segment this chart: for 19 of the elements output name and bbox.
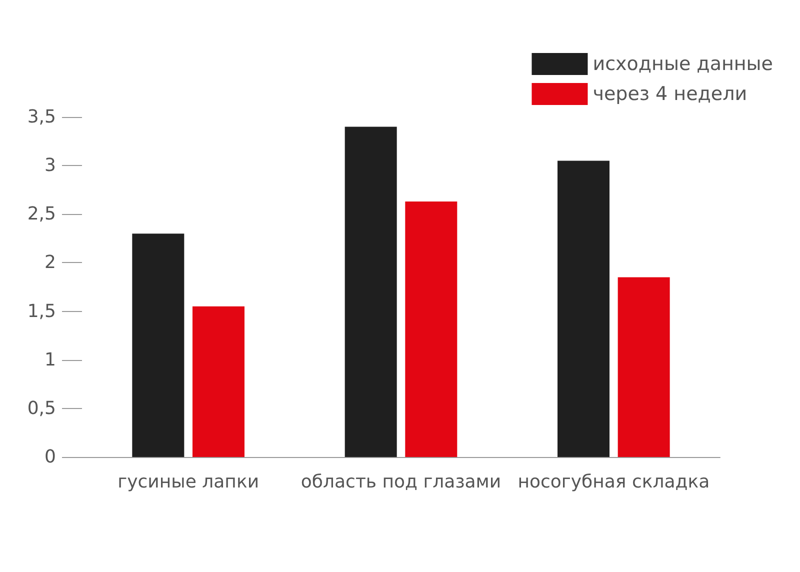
bar <box>344 126 397 457</box>
bar <box>132 234 184 457</box>
y-tick-label: 3 <box>44 155 56 176</box>
y-tick-label: 1,5 <box>27 300 56 322</box>
y-tick-label: 1 <box>44 349 56 370</box>
y-tick-label: 2,5 <box>27 204 56 225</box>
x-tick-label: область под глазами <box>300 472 502 492</box>
bar <box>405 202 458 457</box>
bar <box>558 160 610 457</box>
bar <box>618 277 670 457</box>
bar <box>192 306 244 457</box>
legend-label: через 4 недели <box>592 83 748 105</box>
y-tick-label: 0 <box>44 446 56 468</box>
y-tick-label: 0,5 <box>27 398 56 419</box>
y-tick-label: 3,5 <box>27 106 56 128</box>
x-tick-label: гусиные лапки <box>118 472 260 492</box>
x-tick-label: носогубная складка <box>518 472 710 492</box>
y-tick-label: 2 <box>44 252 56 274</box>
legend-label: исходные данные <box>592 53 774 75</box>
